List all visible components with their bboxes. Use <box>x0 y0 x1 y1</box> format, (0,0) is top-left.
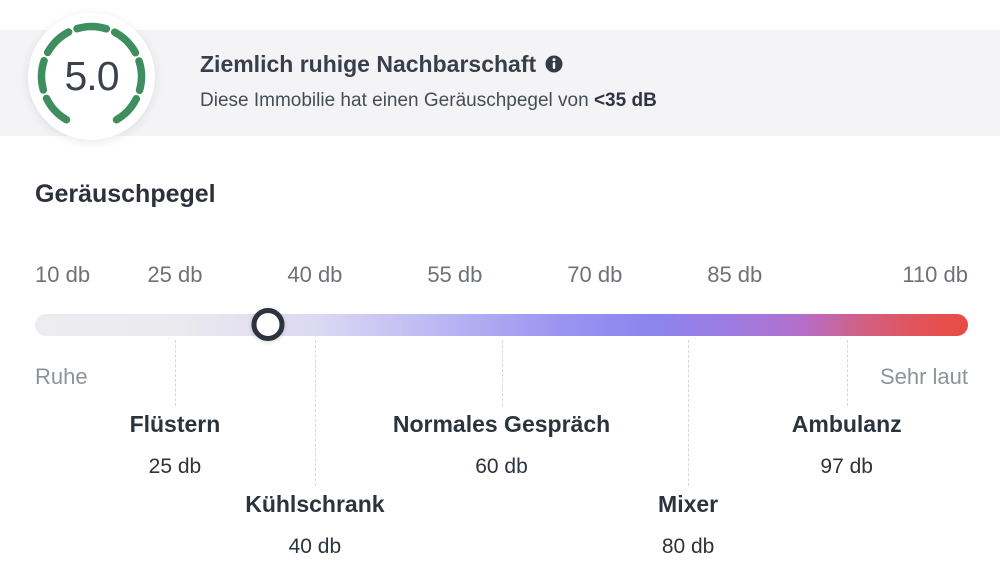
reference-name: Kühlschrank <box>245 491 385 517</box>
reference-value: 25 db <box>148 455 202 478</box>
end-label-loud: Sehr laut <box>879 364 968 389</box>
scale-label-55db: 55 db <box>427 262 483 287</box>
end-label-quiet: Ruhe <box>35 364 88 389</box>
reference-value: 80 db <box>661 535 715 558</box>
scale-label-70db: 70 db <box>567 262 623 287</box>
scale-label-40db: 40 db <box>287 262 343 287</box>
tick-line-97db <box>846 340 848 406</box>
scale-label-10db: 10 db <box>35 262 91 287</box>
score-gauge-arc-icon <box>37 22 146 124</box>
section-heading: Geräuschpegel <box>35 180 216 208</box>
scale-label-110db: 110 db <box>902 262 968 287</box>
slider-handle[interactable] <box>251 308 285 341</box>
reference-value: 97 db <box>820 455 873 478</box>
reference-value: 60 db <box>475 455 528 478</box>
header-band <box>0 30 1000 136</box>
subtitle-noise-value: <35 dB <box>593 90 657 111</box>
tick-line-80db <box>688 340 690 486</box>
scale-label-25db: 25 db <box>147 262 203 287</box>
reference-mixer: Mixer 80 db <box>658 490 718 560</box>
reference-fluestern: Flüstern 25 db <box>130 410 221 480</box>
noise-gradient-bar[interactable] <box>35 314 968 336</box>
page-title: Ziemlich ruhige Nachbarschaft <box>200 51 537 77</box>
reference-value: 40 db <box>288 535 342 558</box>
subtitle-text: Diese Immobilie hat einen Geräuschpegel … <box>200 90 594 111</box>
tick-line-40db <box>314 340 316 486</box>
reference-normales-gespraech: Normales Gespräch 60 db <box>393 410 610 480</box>
reference-kuehlschrank: Kühlschrank 40 db <box>245 490 384 560</box>
tick-line-25db <box>174 340 176 406</box>
score-badge: 5.0 <box>28 13 155 140</box>
reference-name: Flüstern <box>129 411 221 437</box>
reference-name: Ambulanz <box>791 411 902 437</box>
reference-name: Normales Gespräch <box>392 411 611 437</box>
tick-line-60db <box>501 340 503 406</box>
reference-ambulanz: Ambulanz 97 db <box>792 410 902 480</box>
reference-name: Mixer <box>658 491 719 517</box>
noise-slider-area: 10 db 25 db 40 db 55 db 70 db 85 db 110 … <box>35 260 968 580</box>
scale-label-85db: 85 db <box>707 262 763 287</box>
info-icon[interactable] <box>545 55 563 73</box>
score-value: 5.0 <box>64 53 120 99</box>
header-title-row: Ziemlich ruhige Nachbarschaft <box>200 50 563 78</box>
subtitle: Diese Immobilie hat einen Geräuschpegel … <box>200 89 657 113</box>
